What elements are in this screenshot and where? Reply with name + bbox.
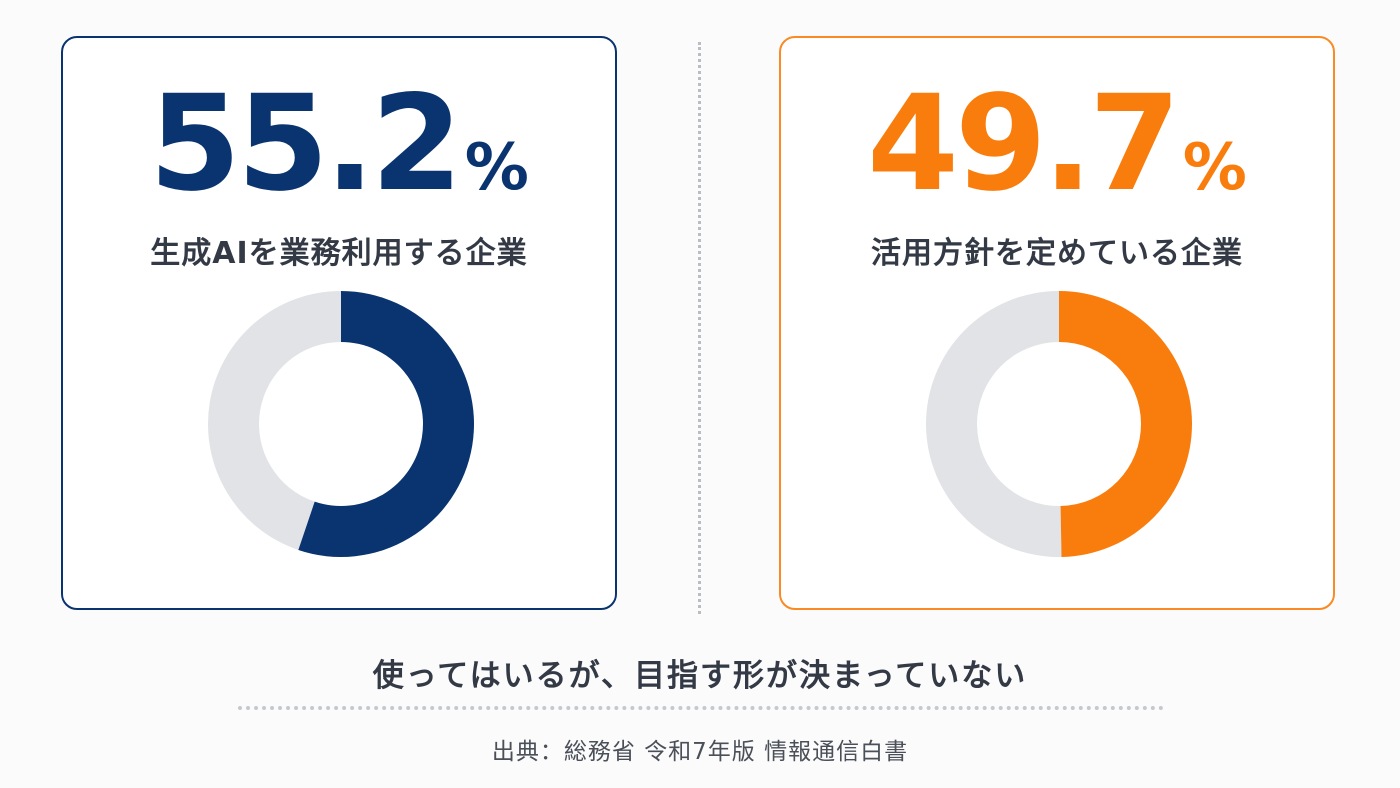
donut-value-segment — [298, 291, 474, 557]
summary-message: 使ってはいるが、目指す形が決まっていない — [372, 658, 1028, 694]
source-note: 出典：総務省 令和7年版 情報通信白書 — [491, 739, 909, 765]
stat-value: 49.7% — [781, 78, 1333, 210]
donut-remainder-segment — [926, 291, 1062, 557]
horizontal-divider — [238, 706, 1164, 710]
stat-number: 55.2 — [149, 67, 463, 221]
donut-chart-policy — [926, 291, 1193, 557]
stat-card-ai-usage: 55.2% 生成AIを業務利用する企業 — [61, 36, 617, 610]
vertical-divider — [698, 42, 701, 614]
donut-value-segment — [1059, 291, 1193, 557]
donut-remainder-segment — [207, 291, 341, 550]
stat-card-policy: 49.7% 活用方針を定めている企業 — [779, 36, 1335, 610]
stat-unit: % — [464, 131, 529, 205]
stat-number: 49.7 — [867, 67, 1181, 221]
donut-chart-ai-usage — [207, 291, 474, 557]
stat-label: 活用方針を定めている企業 — [871, 236, 1243, 271]
stat-label: 生成AIを業務利用する企業 — [150, 236, 528, 271]
stat-value: 55.2% — [63, 78, 615, 210]
stat-unit: % — [1182, 131, 1247, 205]
